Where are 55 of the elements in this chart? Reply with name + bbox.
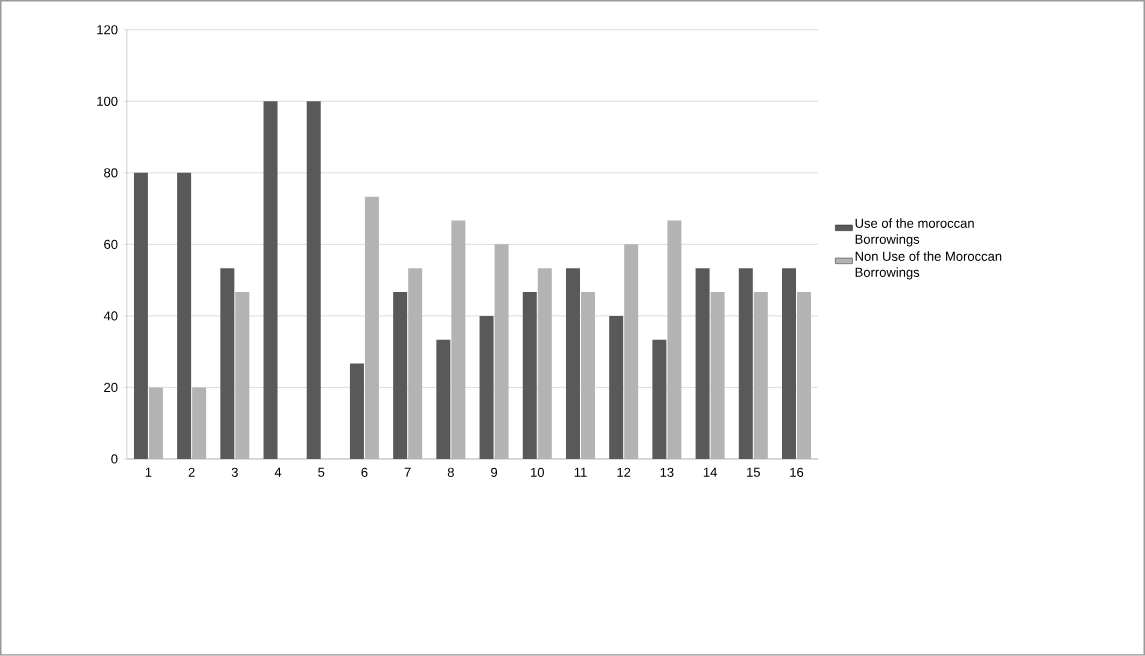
y-tick-label: 100 xyxy=(97,96,118,106)
bar xyxy=(753,292,768,460)
legend-label: Use of the moroccan Borrowings xyxy=(855,218,974,247)
bar xyxy=(782,268,797,460)
x-tick-label: 4 xyxy=(274,467,282,477)
bar xyxy=(738,268,753,460)
bar xyxy=(494,244,509,460)
bar xyxy=(695,268,710,460)
x-tick-label: 1 xyxy=(145,467,152,477)
bar xyxy=(652,339,667,460)
y-tick-label: 0 xyxy=(111,454,118,464)
x-tick-label: 2 xyxy=(188,467,195,477)
bar xyxy=(436,339,451,460)
bar xyxy=(609,315,624,460)
x-tick-label: 9 xyxy=(491,467,498,478)
bar xyxy=(667,220,682,460)
bar xyxy=(349,363,364,460)
x-tick-label: 5 xyxy=(318,467,325,477)
y-tick-label: 40 xyxy=(103,311,118,321)
bar xyxy=(797,292,812,460)
bar xyxy=(522,292,537,460)
bar xyxy=(408,268,423,460)
x-tick-label: 10 xyxy=(531,467,544,478)
x-tick-label: 11 xyxy=(574,467,587,477)
bar xyxy=(479,315,494,460)
bar xyxy=(263,101,278,460)
bar xyxy=(364,196,379,460)
bar xyxy=(624,244,639,460)
x-tick-label: 14 xyxy=(703,467,717,477)
x-tick-label: 6 xyxy=(361,467,368,478)
bar xyxy=(537,268,552,460)
x-tick-label: 16 xyxy=(790,467,804,478)
bar xyxy=(565,268,580,460)
legend-label: Non Use of the Moroccan Borrowings xyxy=(855,251,1002,280)
x-tick-label: 7 xyxy=(404,467,411,477)
bar xyxy=(306,101,321,460)
x-tick-label: 15 xyxy=(747,467,760,477)
bar xyxy=(192,387,207,460)
bar xyxy=(235,292,250,460)
y-tick-label: 20 xyxy=(104,382,118,393)
bar xyxy=(220,268,235,460)
y-tick-label: 80 xyxy=(104,168,118,178)
x-tick-label: 3 xyxy=(231,467,238,478)
bar xyxy=(710,292,725,460)
bar xyxy=(451,220,466,460)
bar xyxy=(133,172,148,460)
bar xyxy=(393,292,408,460)
bar xyxy=(148,387,163,460)
x-tick-label: 12 xyxy=(617,467,631,477)
bar xyxy=(580,292,595,460)
x-tick-label: 8 xyxy=(447,467,454,478)
bar xyxy=(177,172,192,460)
x-tick-label: 13 xyxy=(660,467,674,478)
y-tick-label: 60 xyxy=(104,239,118,250)
y-tick-label: 120 xyxy=(97,25,118,35)
